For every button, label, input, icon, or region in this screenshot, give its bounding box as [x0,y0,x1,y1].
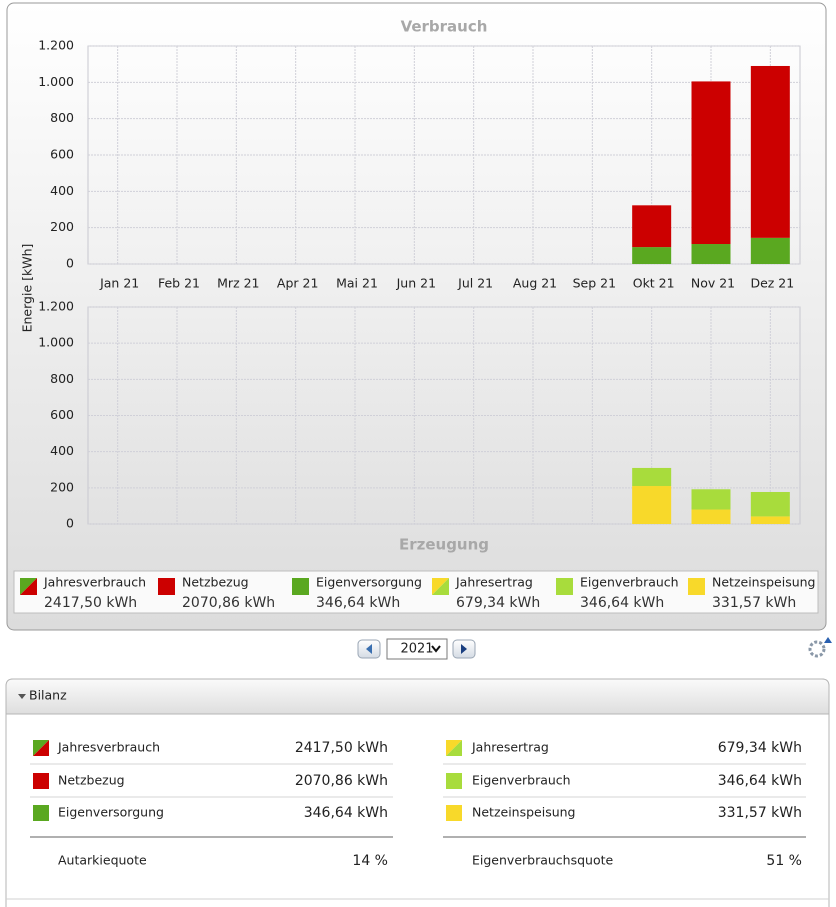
chart-panel [6,2,827,631]
x-tick-label: Feb 21 [158,276,200,291]
bar-segment [750,237,790,264]
year-value: 2021 [400,642,433,657]
bilanz-value: 346,64 kWh [304,805,388,821]
bilanz-icon [446,805,462,821]
quote-name: Eigenverbrauchsquote [472,853,614,868]
bar-segment [632,467,672,487]
legend-icon [292,578,309,595]
legend-value: 346,64 kWh [580,595,664,611]
y-tick-label: 1.000 [38,335,74,350]
bilanz-name: Netzbezug [58,773,125,788]
chart-title: Erzeugung [399,536,489,554]
bar-segment [691,509,731,524]
bar-segment [691,489,731,510]
legend-name: Jahresverbrauch [43,575,146,590]
bilanz-icon [33,773,49,789]
bilanz-value: 346,64 kWh [718,773,802,789]
bar-segment [750,491,790,517]
legend-value: 679,34 kWh [456,595,540,611]
prev-arrow [366,644,372,654]
legend-name: Eigenversorgung [316,575,422,590]
select-arrow [431,645,441,653]
legend-icon [556,578,573,595]
bilanz-icon [33,805,49,821]
quote-name: Autarkiequote [58,853,147,868]
legend-icon [20,578,37,595]
x-tick-label: Mai 21 [336,276,378,291]
bilanz-title: Bilanz [29,688,67,703]
bar-segment [691,81,731,245]
bilanz-value: 679,34 kWh [718,740,802,756]
legend-icon [688,578,705,595]
bar-segment [632,205,672,248]
y-tick-label: 0 [66,516,74,531]
legend-icon [158,578,175,595]
legend-icon [432,578,449,595]
quote-value: 14 % [352,853,388,869]
bar-segment [632,486,672,524]
legend-box [13,570,819,614]
y-tick-label: 1.200 [38,38,74,53]
y-tick-label: 800 [50,110,74,125]
bar-segment [750,516,790,524]
bar-segment [750,65,790,238]
bilanz-value: 2070,86 kWh [295,773,388,789]
x-tick-label: Okt 21 [633,276,675,291]
bar-segment [691,244,731,264]
y-tick-label: 1.000 [38,74,74,89]
legend-value: 331,57 kWh [712,595,796,611]
x-tick-label: Mrz 21 [217,276,259,291]
legend-value: 346,64 kWh [316,595,400,611]
bilanz-icon [33,740,49,756]
x-tick-label: Apr 21 [277,276,319,291]
bilanz-name: Jahresertrag [471,740,549,755]
legend-name: Jahresertrag [455,575,533,590]
bilanz-name: Netzeinspeisung [472,805,576,820]
bilanz-value: 331,57 kWh [718,805,802,821]
legend-name: Netzbezug [182,575,249,590]
x-tick-label: Jun 21 [396,276,436,291]
y-tick-label: 400 [50,183,74,198]
legend-value: 2417,50 kWh [44,595,137,611]
legend-value: 2070,86 kWh [182,595,275,611]
y-tick-label: 800 [50,371,74,386]
y-tick-label: 200 [50,219,74,234]
chart-title: Verbrauch [401,18,488,36]
bilanz-name: Eigenversorgung [58,805,164,820]
y-tick-label: 600 [50,147,74,162]
bilanz-icon [446,773,462,789]
year-select[interactable] [386,638,448,660]
settings-icon[interactable] [808,640,826,658]
scroll-up-icon[interactable] [824,637,832,643]
x-tick-label: Dez 21 [750,276,794,291]
bilanz-value: 2417,50 kWh [295,740,388,756]
x-tick-label: Jan 21 [99,276,139,291]
y-tick-label: 1.200 [38,299,74,314]
y-tick-label: 0 [66,256,74,271]
y-tick-label: 600 [50,407,74,422]
y-tick-label: 200 [50,479,74,494]
legend-name: Netzeinspeisung [712,575,816,590]
x-tick-label: Nov 21 [691,276,735,291]
bilanz-icon [446,740,462,756]
bar-segment [632,247,672,264]
quote-value: 51 % [766,853,802,869]
x-tick-label: Aug 21 [513,276,557,291]
x-tick-label: Jul 21 [457,276,493,291]
bilanz-name: Eigenverbrauch [472,773,571,788]
y-axis-label: Energie [kWh] [20,244,35,333]
collapse-arrow[interactable] [18,694,26,699]
legend-name: Eigenverbrauch [580,575,679,590]
bilanz-header[interactable] [5,678,830,715]
y-tick-label: 400 [50,443,74,458]
bilanz-name: Jahresverbrauch [57,740,160,755]
next-arrow [461,644,467,654]
x-tick-label: Sep 21 [573,276,616,291]
